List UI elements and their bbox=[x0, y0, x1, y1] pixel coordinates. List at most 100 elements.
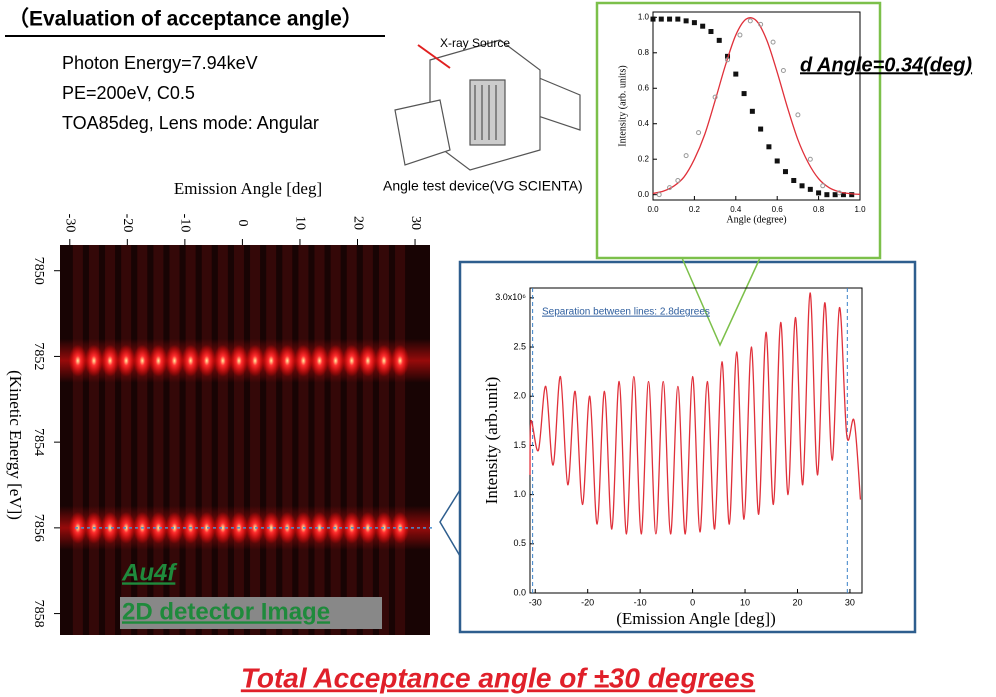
x-tick-label: 10 bbox=[740, 597, 750, 607]
x-tick-label: -20 bbox=[581, 597, 594, 607]
y-tick-label: 1.0 bbox=[638, 12, 650, 21]
data-point bbox=[766, 144, 772, 150]
spot bbox=[358, 344, 377, 377]
spot bbox=[213, 511, 232, 544]
data-line bbox=[652, 17, 861, 195]
data-point bbox=[799, 183, 805, 189]
x-tick-label: 20 bbox=[350, 216, 365, 230]
x-tick-label: -20 bbox=[120, 214, 135, 233]
device-label: X-ray Source bbox=[440, 36, 510, 50]
x-axis-label: Emission Angle [deg] bbox=[174, 179, 322, 198]
data-point bbox=[824, 192, 830, 198]
info-line: PE=200eV, C0.5 bbox=[62, 83, 195, 103]
info-line: TOA85deg, Lens mode: Angular bbox=[62, 113, 319, 133]
x-tick-label: 0.2 bbox=[689, 205, 701, 214]
x-tick-label: 1.0 bbox=[854, 205, 866, 214]
plot-frame bbox=[652, 11, 861, 201]
inset-frame bbox=[595, 1, 882, 260]
info-line: Photon Energy=7.94keV bbox=[62, 53, 258, 73]
detector-background bbox=[60, 245, 430, 635]
stripe bbox=[250, 245, 261, 635]
data-point bbox=[832, 192, 838, 198]
spot bbox=[117, 344, 136, 377]
y-tick-label: 0.2 bbox=[638, 154, 650, 163]
data-point bbox=[791, 177, 797, 183]
data-point bbox=[696, 130, 702, 136]
data-line bbox=[529, 292, 862, 535]
y-tick-label: 0.0 bbox=[638, 190, 650, 199]
stripe bbox=[185, 245, 196, 635]
source-arrow bbox=[417, 44, 451, 69]
stripe bbox=[169, 245, 180, 635]
spot bbox=[165, 344, 184, 377]
data-point bbox=[840, 192, 846, 198]
y-tick-label: 7858 bbox=[31, 600, 46, 628]
data-point bbox=[774, 158, 780, 164]
spot bbox=[165, 511, 184, 544]
label-background bbox=[120, 597, 382, 629]
data-point bbox=[807, 156, 813, 162]
stripe bbox=[330, 245, 341, 635]
spot bbox=[310, 511, 329, 544]
device-caption: Angle test device(VG SCIENTA) bbox=[383, 178, 583, 194]
data-point bbox=[683, 18, 689, 24]
x-tick-label: 20 bbox=[792, 597, 802, 607]
data-point bbox=[807, 186, 813, 192]
data-point bbox=[816, 190, 822, 196]
x-tick-label: 10 bbox=[293, 216, 308, 230]
y-tick-label: 0.6 bbox=[638, 83, 650, 92]
spot bbox=[294, 344, 313, 377]
data-point bbox=[758, 126, 764, 132]
spot bbox=[117, 511, 136, 544]
spot bbox=[262, 344, 281, 377]
spot bbox=[391, 344, 410, 377]
y-tick-label: 7850 bbox=[31, 257, 46, 285]
data-point bbox=[716, 37, 722, 43]
spot bbox=[181, 344, 200, 377]
data-point bbox=[650, 16, 656, 22]
spot bbox=[197, 511, 216, 544]
y-tick-label: 0.0 bbox=[513, 587, 526, 597]
data-point bbox=[782, 169, 788, 175]
y-axis-label: Intensity (arb. units) bbox=[617, 65, 628, 146]
y-tick-label: 1.5 bbox=[513, 440, 526, 450]
stripe bbox=[282, 245, 293, 635]
data-point bbox=[667, 185, 673, 191]
data-point bbox=[836, 190, 842, 196]
data-point bbox=[712, 94, 718, 100]
x-tick-label: -30 bbox=[529, 597, 542, 607]
device-drawing bbox=[394, 39, 581, 171]
connector bbox=[439, 489, 461, 557]
y-axis-label: (Kinetic Energy [eV]) bbox=[6, 370, 25, 520]
x-tick-label: 0.0 bbox=[647, 205, 659, 214]
x-tick-label: -30 bbox=[63, 214, 78, 233]
data-point bbox=[770, 39, 776, 45]
data-point bbox=[795, 112, 801, 118]
spot bbox=[149, 344, 168, 377]
data-point bbox=[683, 153, 689, 159]
x-tick-label: -10 bbox=[178, 214, 193, 233]
detector-label: 2D detector Image bbox=[122, 598, 330, 625]
y-tick-label: 2.5 bbox=[513, 341, 526, 351]
x-tick-label: 0.8 bbox=[813, 205, 825, 214]
data-point bbox=[667, 16, 673, 22]
stripe bbox=[72, 245, 83, 635]
data-point bbox=[656, 192, 662, 198]
connector bbox=[681, 257, 761, 347]
stripe bbox=[121, 245, 132, 635]
spot bbox=[262, 511, 281, 544]
data-point bbox=[725, 53, 731, 59]
spot bbox=[84, 344, 103, 377]
y-tick-label: 7852 bbox=[31, 342, 46, 370]
main-chart-frame bbox=[458, 260, 917, 634]
stripe bbox=[395, 245, 406, 635]
y-tick-label: 0.4 bbox=[638, 119, 650, 128]
footer: Total Acceptance angle of ±30 degrees bbox=[241, 662, 755, 693]
data-point bbox=[849, 192, 855, 198]
x-tick-label: 30 bbox=[845, 597, 855, 607]
data-point bbox=[675, 16, 681, 22]
data-point bbox=[691, 20, 697, 26]
x-tick-label: 0.4 bbox=[730, 205, 742, 214]
spot bbox=[213, 344, 232, 377]
